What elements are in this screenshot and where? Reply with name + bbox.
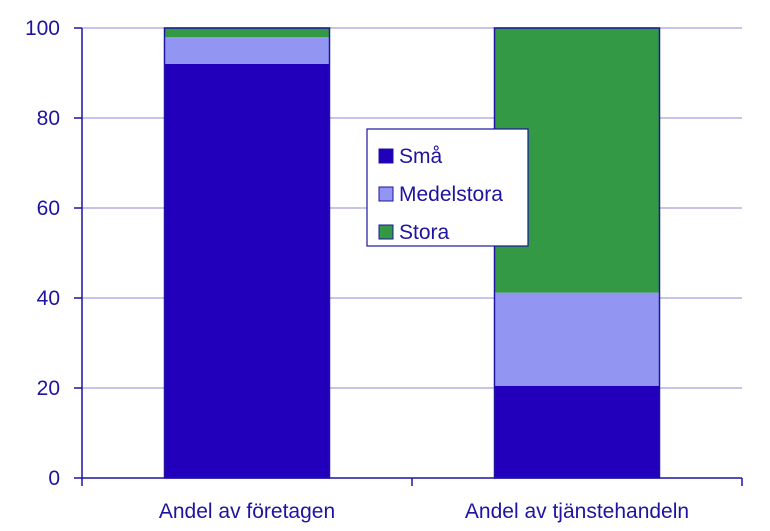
y-tick-label-60: 60	[37, 197, 60, 220]
legend-swatch-stora	[378, 224, 394, 240]
y-tick-label-20: 20	[37, 377, 60, 400]
x-category-label-2: Andel av tjänstehandeln	[465, 500, 689, 523]
bar-medelstora-2	[494, 292, 660, 386]
y-tick-label-0: 0	[48, 467, 60, 490]
legend-box	[366, 128, 529, 247]
bar-medelstora-1	[164, 37, 330, 64]
bars	[163, 27, 661, 479]
legend: Små Medelstora Stora	[366, 128, 529, 247]
x-category-label-1: Andel av företagen	[159, 500, 335, 523]
legend-label-stora: Stora	[399, 221, 450, 244]
axes	[81, 28, 743, 486]
legend-label-små: Små	[399, 145, 443, 168]
y-tick-label-100: 100	[25, 17, 60, 40]
bar-små-2	[494, 385, 660, 478]
y-axis-ticks: 0 20 40 60 80 100	[25, 17, 82, 490]
y-tick-label-80: 80	[37, 107, 60, 130]
legend-label-medelstora: Medelstora	[399, 183, 503, 206]
x-axis-labels: Andel av företagen Andel av tjänstehandel…	[159, 500, 689, 523]
bar-stora-1	[164, 28, 330, 37]
legend-swatch-medelstora	[378, 186, 394, 202]
legend-swatch-små	[378, 148, 394, 164]
y-tick-label-40: 40	[37, 287, 60, 310]
bar-små-1	[164, 64, 330, 478]
